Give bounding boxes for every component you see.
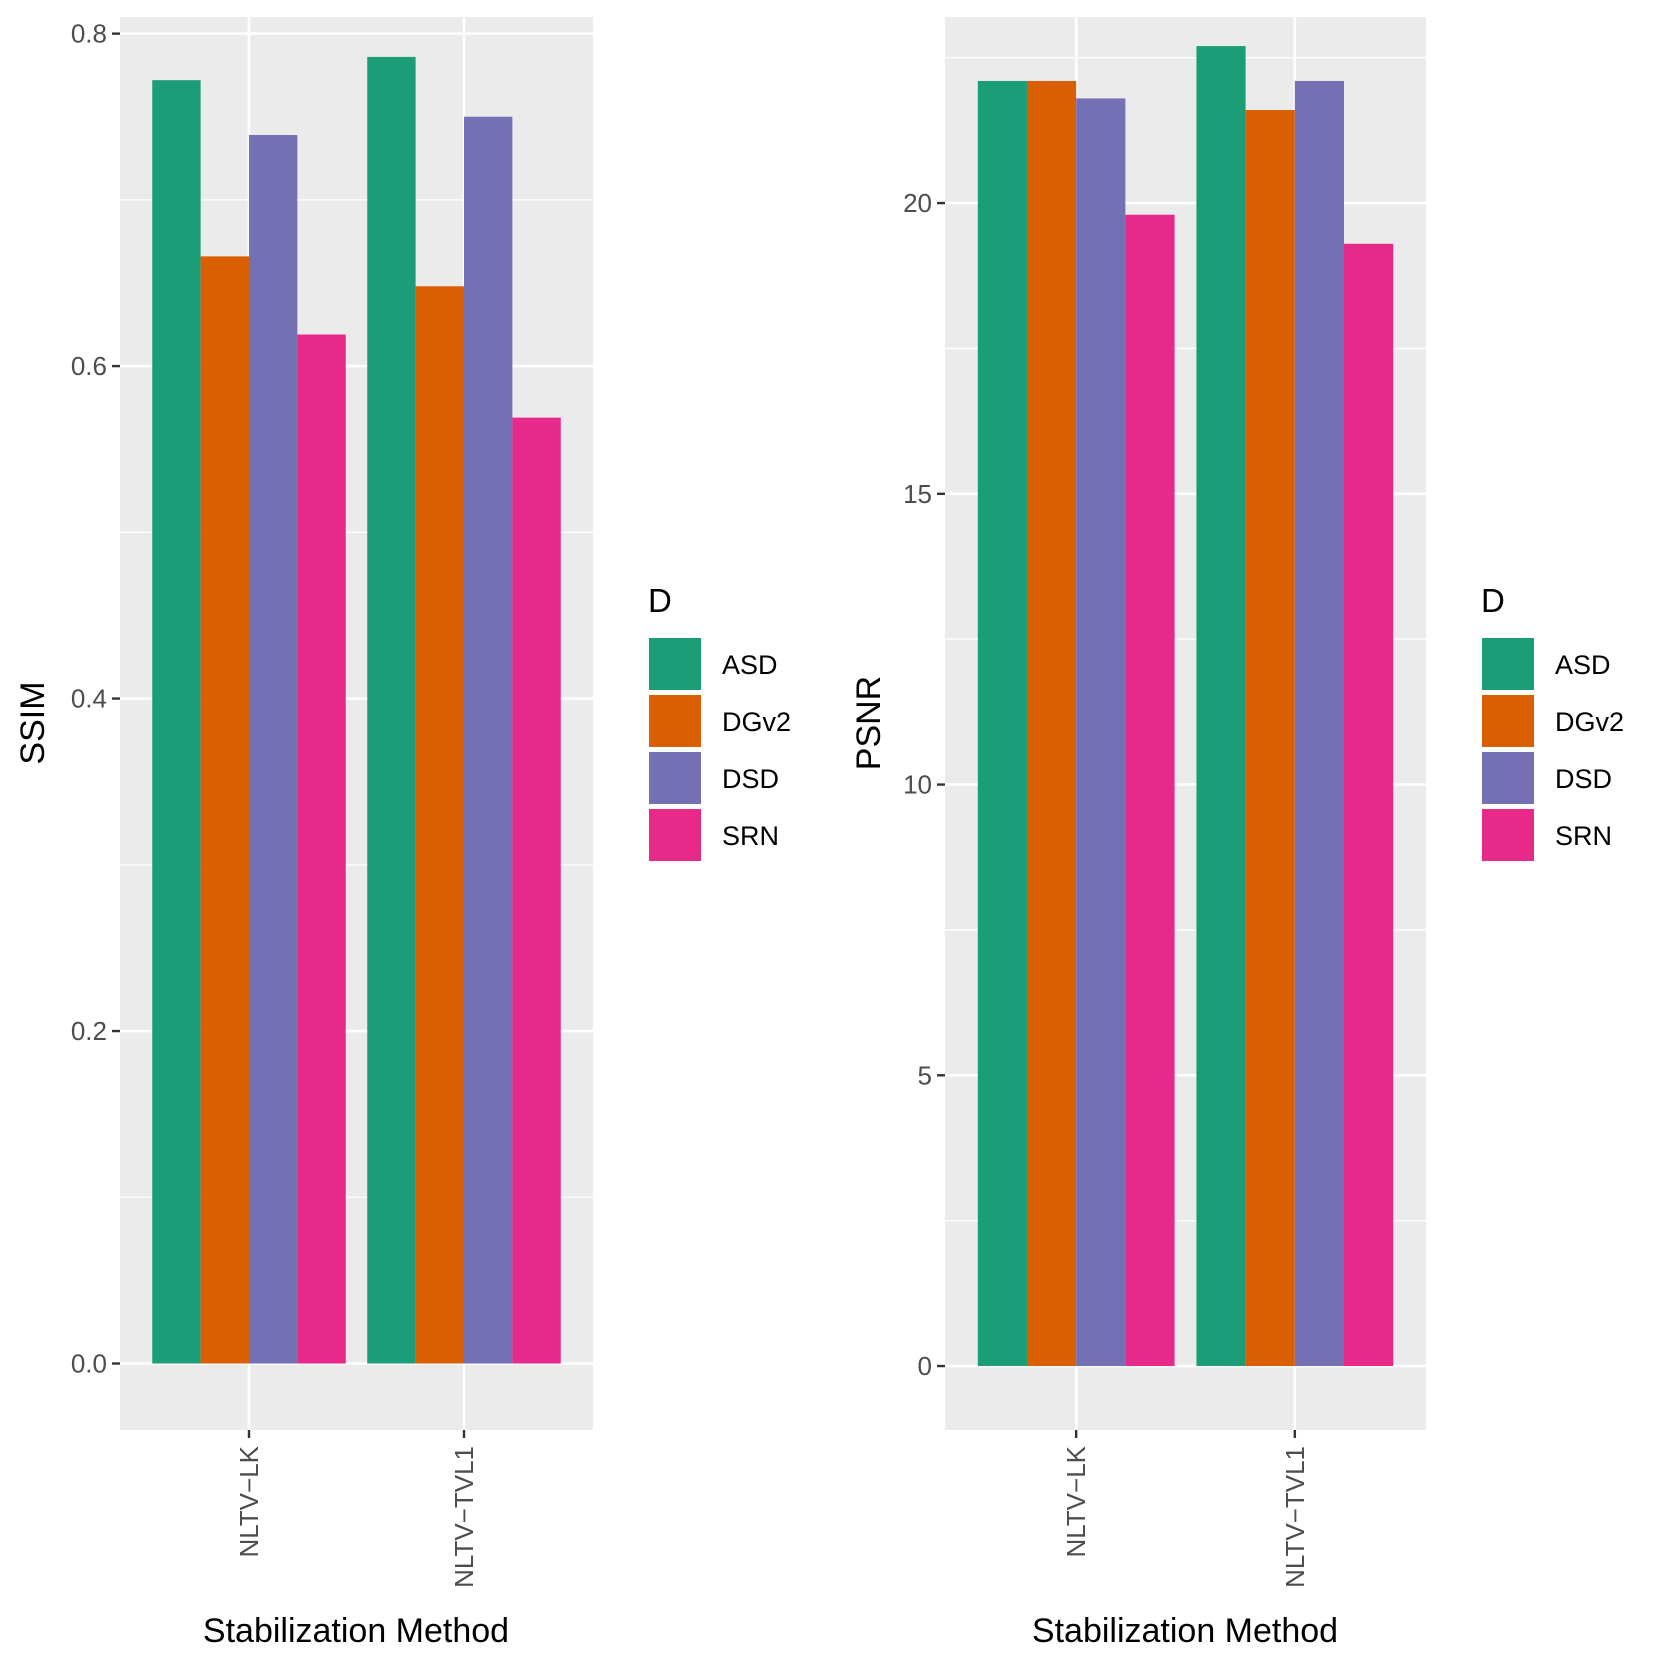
psnr-legend-item-srn: SRN	[1480, 807, 1612, 863]
psnr-bar-dsd-nltv-tvl1	[1294, 80, 1345, 1367]
psnr-bar-srn-nltv-lk	[1125, 214, 1175, 1367]
ssim-bar-asd-nltv-lk	[152, 80, 201, 1364]
ssim-y-tick-label: 0.0	[71, 1349, 107, 1379]
ssim-y-tick-label: 0.8	[71, 19, 107, 49]
psnr-y-tick-label: 0	[918, 1351, 932, 1381]
ssim-legend-item-srn: SRN	[647, 807, 779, 863]
ssim-legend-key-srn	[647, 807, 703, 863]
ssim-bar-dgv2-nltv-tvl1	[415, 286, 464, 1364]
psnr-legend-title: D	[1481, 582, 1505, 619]
ssim-y-tick-label: 0.2	[71, 1016, 107, 1046]
ssim-y-tick-label: 0.6	[71, 351, 107, 381]
ssim-legend-item-dsd: DSD	[647, 750, 779, 806]
ssim-x-tick-label-nltv-lk: NLTV−LK	[234, 1445, 264, 1557]
psnr-bar-srn-nltv-tvl1	[1344, 243, 1394, 1367]
psnr-y-tick-label: 10	[903, 770, 932, 800]
ssim-y-axis-title: SSIM	[14, 681, 52, 764]
ssim-bar-srn-nltv-lk	[297, 334, 346, 1364]
ssim-legend-label-dsd: DSD	[722, 764, 779, 794]
psnr-bar-dgv2-nltv-tvl1	[1245, 110, 1295, 1367]
ssim-bar-dsd-nltv-lk	[249, 135, 298, 1364]
psnr-bar-asd-nltv-tvl1	[1196, 46, 1246, 1367]
ssim-x-axis-title: Stabilization Method	[203, 1612, 509, 1650]
ssim-bar-dgv2-nltv-lk	[200, 256, 249, 1364]
psnr-legend-label-dgv2: DGv2	[1555, 707, 1624, 737]
psnr-legend-label-srn: SRN	[1555, 821, 1612, 851]
psnr-x-tick-label-nltv-lk: NLTV−LK	[1061, 1445, 1091, 1557]
psnr-legend: D ASD DGv2 DSD SRN	[1480, 582, 1624, 863]
psnr-legend-key-asd	[1480, 636, 1536, 692]
psnr-chart: 0 5 10 15 20 NLTV−LK NLTV−TVL1 Stabilization …	[850, 17, 1624, 1650]
psnr-bars	[977, 46, 1394, 1367]
ssim-chart: 0.0 0.2 0.4 0.6 0.8 NLTV−LK NLTV−TVL1 Stabili…	[14, 17, 791, 1650]
psnr-legend-label-asd: ASD	[1555, 650, 1611, 680]
ssim-legend-item-dgv2: DGv2	[647, 693, 791, 749]
psnr-legend-item-asd: ASD	[1480, 636, 1611, 692]
ssim-legend-label-asd: ASD	[722, 650, 778, 680]
psnr-y-tick-label: 15	[903, 479, 932, 509]
psnr-legend-key-dsd	[1480, 750, 1536, 806]
ssim-legend-key-dsd	[647, 750, 703, 806]
ssim-x-axis: NLTV−LK NLTV−TVL1	[234, 1430, 479, 1588]
psnr-legend-item-dgv2: DGv2	[1480, 693, 1624, 749]
psnr-bar-asd-nltv-lk	[977, 80, 1027, 1367]
psnr-bar-dgv2-nltv-lk	[1026, 80, 1077, 1367]
psnr-x-axis: NLTV−LK NLTV−TVL1	[1061, 1430, 1310, 1588]
psnr-y-tick-label: 5	[918, 1060, 932, 1090]
ssim-y-tick-label: 0.4	[71, 684, 107, 714]
psnr-x-axis-title: Stabilization Method	[1032, 1612, 1338, 1650]
psnr-legend-key-srn	[1480, 807, 1536, 863]
ssim-legend-label-srn: SRN	[722, 821, 779, 851]
ssim-x-tick-label-nltv-tvl1: NLTV−TVL1	[449, 1446, 479, 1588]
ssim-legend-key-asd	[647, 636, 703, 692]
psnr-y-tick-label: 20	[903, 188, 932, 218]
ssim-bar-asd-nltv-tvl1	[367, 56, 416, 1364]
psnr-legend-label-dsd: DSD	[1555, 764, 1612, 794]
ssim-legend-item-asd: ASD	[647, 636, 778, 692]
ssim-bar-srn-nltv-tvl1	[512, 417, 561, 1364]
ssim-legend: D ASD DGv2 DSD SRN	[647, 582, 791, 863]
psnr-x-tick-label-nltv-tvl1: NLTV−TVL1	[1280, 1446, 1310, 1588]
ssim-legend-title: D	[648, 582, 672, 619]
ssim-bar-dsd-nltv-tvl1	[464, 116, 513, 1364]
ssim-legend-key-dgv2	[647, 693, 703, 749]
psnr-bar-dsd-nltv-lk	[1076, 98, 1126, 1367]
psnr-legend-key-dgv2	[1480, 693, 1536, 749]
ssim-legend-label-dgv2: DGv2	[722, 707, 791, 737]
psnr-legend-item-dsd: DSD	[1480, 750, 1612, 806]
psnr-y-axis-title: PSNR	[850, 676, 888, 770]
ssim-bars	[152, 56, 561, 1364]
ssim-y-axis: 0.0 0.2 0.4 0.6 0.8	[71, 19, 120, 1379]
psnr-y-axis: 0 5 10 15 20	[903, 188, 945, 1381]
